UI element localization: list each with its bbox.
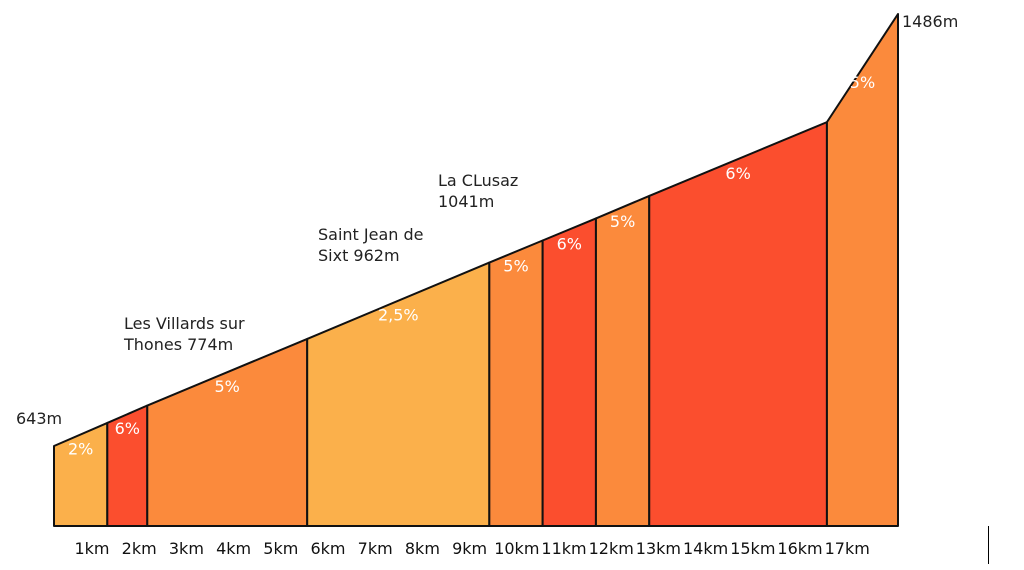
villards-label-line2: Thones 774m (123, 335, 233, 354)
saint-jean-label-line2: Sixt 962m (318, 246, 400, 265)
x-tick-label: 10km (494, 539, 539, 558)
x-tick-label: 15km (730, 539, 775, 558)
grade-label-9: 5% (850, 73, 875, 92)
grade-label-2: 6% (115, 419, 140, 438)
x-axis-ticks: 1km 2km 3km 4km 5km 6km 7km 8km 9km 10km 11km 12km 1… (74, 539, 869, 558)
la-clusaz-label-line1: La CLusaz (438, 171, 518, 190)
summit-elevation-label: 1486m (902, 12, 958, 31)
grade-label-5: 5% (503, 257, 528, 276)
grade-segment-1 (53, 421, 109, 527)
grade-segment-4 (306, 261, 491, 527)
x-tick-label: 7km (358, 539, 393, 558)
x-tick-label: 11km (541, 539, 586, 558)
grade-label-8: 6% (725, 164, 750, 183)
x-tick-label: 5km (263, 539, 298, 558)
x-tick-label: 3km (169, 539, 204, 558)
start-elevation-label: 643m (16, 409, 62, 428)
grade-label-1: 2% (68, 440, 93, 459)
grade-label-4: 2,5% (378, 306, 419, 325)
x-tick-label: 17km (825, 539, 870, 558)
x-tick-label: 12km (589, 539, 634, 558)
x-tick-label: 9km (452, 539, 487, 558)
x-tick-label: 1km (74, 539, 109, 558)
grade-segment-3 (146, 337, 309, 527)
x-tick-label: 6km (310, 539, 345, 558)
grade-segment-9 (825, 13, 899, 527)
grade-labels: 2% 6% 5% 2,5% 5% 6% 5% 6% 5% (68, 73, 875, 458)
x-tick-label: 4km (216, 539, 251, 558)
grade-label-3: 5% (215, 377, 240, 396)
grade-segments (53, 13, 899, 527)
grade-label-7: 5% (610, 212, 635, 231)
x-tick-label: 8km (405, 539, 440, 558)
text-cursor (988, 526, 989, 564)
x-tick-label: 16km (777, 539, 822, 558)
grade-segment-7 (594, 194, 651, 527)
la-clusaz-label-line2: 1041m (438, 192, 494, 211)
grade-segment-5 (488, 239, 544, 527)
grade-segment-6 (541, 217, 597, 527)
grade-label-6: 6% (557, 235, 582, 254)
saint-jean-label-line1: Saint Jean de (318, 225, 424, 244)
x-tick-label: 14km (683, 539, 728, 558)
villards-label-line1: Les Villards sur (124, 314, 245, 333)
x-tick-label: 13km (636, 539, 681, 558)
x-tick-label: 2km (122, 539, 157, 558)
